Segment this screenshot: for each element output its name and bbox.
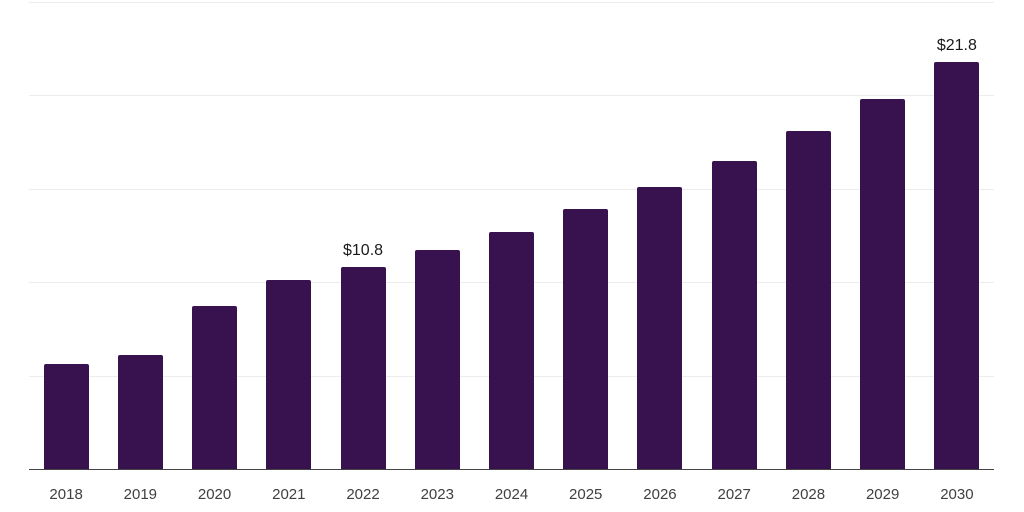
x-axis-tick-label: 2021	[272, 486, 306, 503]
gridline	[29, 95, 994, 97]
bar	[637, 186, 683, 469]
x-axis-tick-label: 2026	[643, 486, 677, 503]
bar-value-label: $21.8	[936, 36, 977, 54]
bar	[563, 209, 609, 469]
x-axis-tick-label: 2029	[865, 486, 900, 503]
x-axis-tick-label: 2023	[420, 486, 454, 503]
bar	[934, 61, 980, 469]
x-axis-tick-label: 2027	[717, 486, 751, 503]
x-axis-tick-label: 2030	[940, 486, 974, 503]
bar	[43, 364, 89, 469]
gridline	[29, 188, 994, 190]
x-axis-tick-label: 2020	[197, 486, 232, 503]
x-axis-tick-label: 2022	[346, 486, 380, 503]
x-axis-tick-label: 2019	[123, 486, 158, 503]
gridline	[29, 2, 994, 3]
x-axis-tick-label: 2024	[494, 486, 529, 503]
x-axis-tick-label: 2028	[791, 486, 826, 503]
bar	[266, 280, 312, 469]
bar	[711, 160, 757, 469]
bar	[860, 99, 906, 469]
bar	[340, 267, 386, 469]
bar	[489, 231, 534, 469]
bar	[192, 306, 238, 469]
bar	[414, 250, 460, 469]
x-axis-line	[29, 469, 994, 470]
bar	[785, 130, 831, 469]
bar-value-label: $10.8	[343, 242, 384, 260]
x-axis-tick-label: 2025	[569, 486, 603, 503]
x-axis-tick-label: 2018	[49, 486, 83, 503]
bar	[117, 355, 163, 469]
